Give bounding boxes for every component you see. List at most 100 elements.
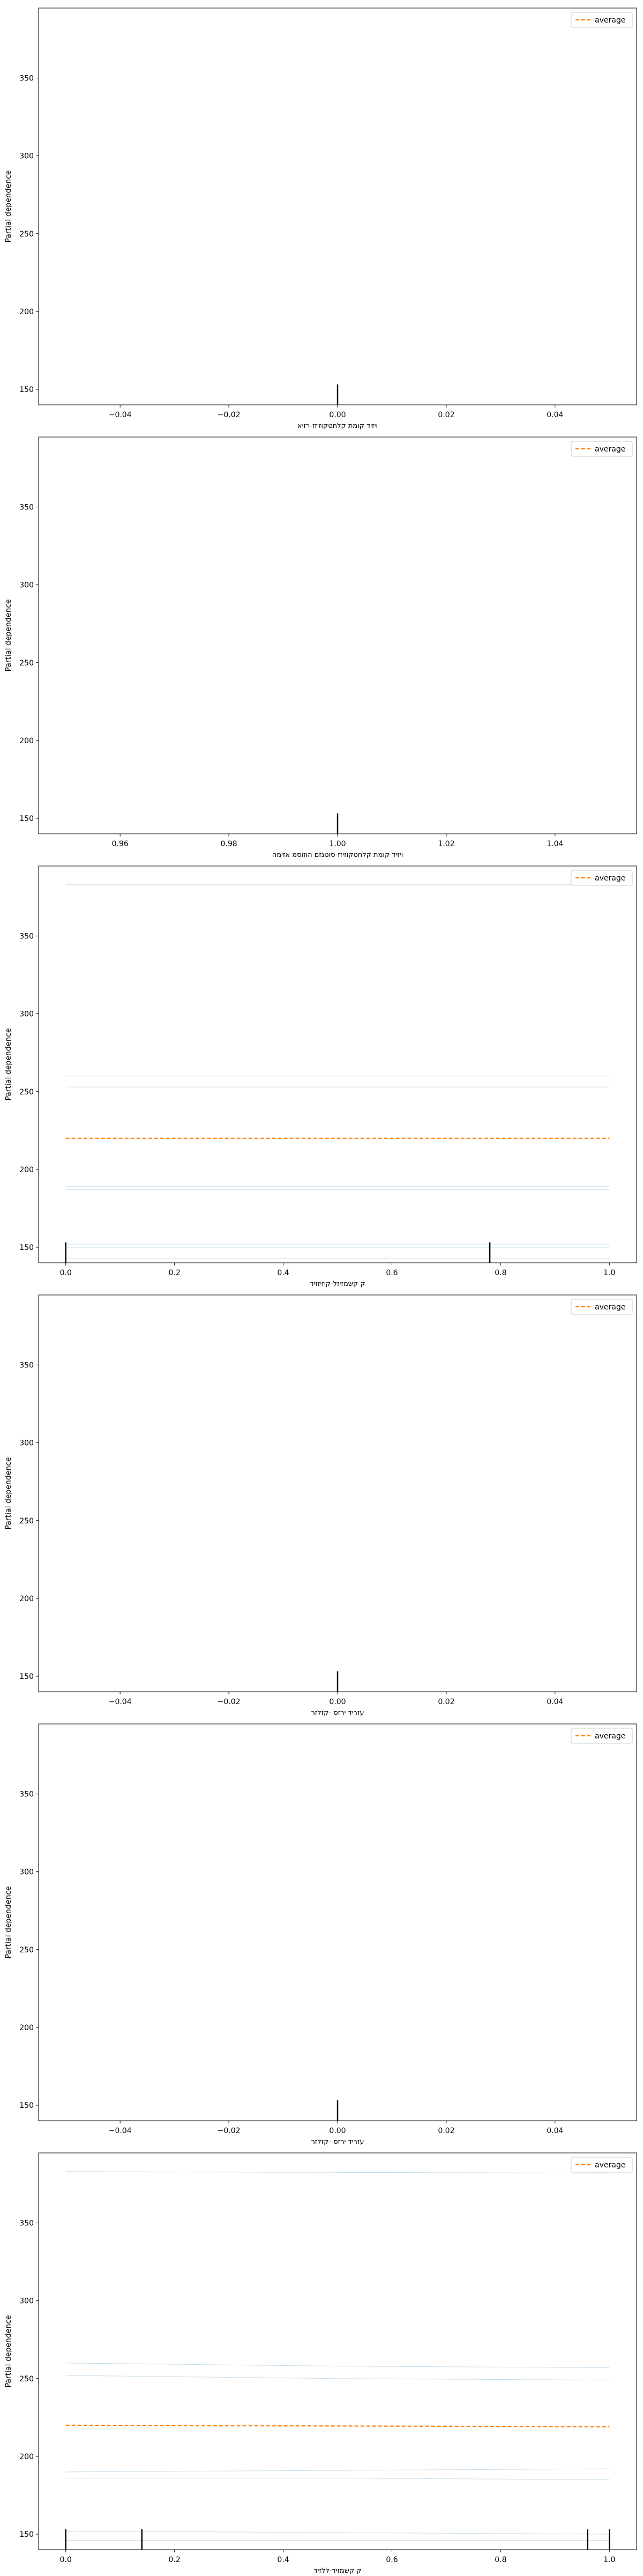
y-tick-label: 150 <box>19 1243 34 1252</box>
y-axis-label: Partial dependence <box>4 599 13 671</box>
y-tick-label: 150 <box>19 1672 34 1681</box>
y-tick-label: 350 <box>19 1361 34 1370</box>
x-tick-label: 0.4 <box>277 1269 289 1277</box>
legend-label: average <box>595 874 625 883</box>
axes-frame <box>38 1294 637 1692</box>
ice-line <box>65 2478 610 2480</box>
x-axis-label: ק קשמזיזל-קיזיזזיד <box>310 1280 365 1288</box>
x-tick-label: 0.00 <box>329 1698 346 1706</box>
x-tick-label: 0.00 <box>329 2127 346 2135</box>
y-tick-label: 200 <box>19 2024 34 2032</box>
x-tick-label: −0.04 <box>109 2127 132 2135</box>
ice-line <box>65 2171 610 2174</box>
x-tick-label: 0.98 <box>221 840 237 848</box>
legend: average <box>571 1728 633 1744</box>
y-tick-label: 200 <box>19 737 34 745</box>
y-tick-label: 300 <box>19 581 34 590</box>
x-tick-label: 0.0 <box>60 1269 72 1277</box>
x-tick-label: −0.02 <box>218 1698 241 1706</box>
legend: average <box>571 441 633 457</box>
legend-label: average <box>595 1732 625 1741</box>
x-tick-label: 0.00 <box>329 411 346 419</box>
x-tick-label: 0.8 <box>495 1269 506 1277</box>
x-tick-label: 0.04 <box>547 1698 563 1706</box>
y-tick-label: 350 <box>19 2219 34 2228</box>
y-tick-label: 300 <box>19 1439 34 1448</box>
x-tick-label: −0.02 <box>218 2127 241 2135</box>
y-tick-label: 300 <box>19 152 34 161</box>
y-tick-label: 350 <box>19 504 34 512</box>
chart-panel-2: 150 200 250 300 350 0.96 0.98 1.00 1.02 1.04 Parti… <box>4 436 637 859</box>
y-tick-label: 200 <box>19 2453 34 2461</box>
x-axis-label: עזריד ירזס -קזלזר <box>311 2138 364 2146</box>
axes-frame <box>38 2152 637 2550</box>
chart-panel-4: 150 200 250 300 350 −0.04 −0.02 0.00 0.02 0.04 Par… <box>4 1294 637 1717</box>
y-tick-label: 150 <box>19 815 34 823</box>
x-tick-label: 1.0 <box>603 1269 615 1277</box>
x-tick-label: 0.02 <box>438 2127 454 2135</box>
legend-label: average <box>595 16 625 25</box>
legend: average <box>571 12 633 28</box>
legend-box <box>571 1299 633 1315</box>
y-tick-label: 200 <box>19 1166 34 1174</box>
ice-line <box>65 2375 610 2381</box>
ice-line <box>65 2530 610 2535</box>
x-tick-label: 0.96 <box>112 840 129 848</box>
x-axis-label: ויזיד קומת קלחטקוזיזז-סוטנזם הוזוסמ אזימ… <box>272 851 403 859</box>
y-tick-label: 350 <box>19 75 34 83</box>
x-tick-label: 1.02 <box>438 840 454 848</box>
x-tick-label: 0.6 <box>386 1269 398 1277</box>
y-tick-label: 150 <box>19 386 34 394</box>
chart-panel-3: 150 200 250 300 350 0.0 0.2 0.4 0.6 0.8 1.0 Partial… <box>4 865 637 1288</box>
legend: average <box>571 2157 633 2173</box>
chart-panel-1: 150 200 250 300 350 −0.04 −0.02 0.00 0.02 0.04 Par… <box>4 8 637 430</box>
legend-box <box>571 441 633 457</box>
y-tick-label: 150 <box>19 2101 34 2110</box>
y-tick-label: 200 <box>19 1595 34 1603</box>
chart-panel-6: 150 200 250 300 350 0.0 0.2 0.4 0.6 0.8 1.0 Partial… <box>4 2152 637 2575</box>
y-tick-label: 250 <box>19 659 34 668</box>
x-tick-label: 0.6 <box>386 2556 398 2564</box>
y-tick-label: 250 <box>19 230 34 239</box>
y-tick-label: 250 <box>19 2375 34 2383</box>
ice-line <box>65 2363 610 2368</box>
y-tick-label: 300 <box>19 2297 34 2306</box>
legend-label: average <box>595 2161 625 2170</box>
x-tick-label: 0.04 <box>547 2127 563 2135</box>
x-tick-label: 1.00 <box>329 840 346 848</box>
x-tick-label: 0.2 <box>169 1269 181 1277</box>
legend-box <box>571 870 633 886</box>
y-axis-label: Partial dependence <box>4 1028 13 1100</box>
x-tick-label: 0.4 <box>277 2556 289 2564</box>
x-axis-label: ויזיד קומת קלחטקוזיזז-רזיא <box>297 422 378 430</box>
x-tick-label: −0.02 <box>218 411 241 419</box>
y-axis-label: Partial dependence <box>4 1886 13 1958</box>
x-tick-label: −0.04 <box>109 1698 132 1706</box>
y-tick-label: 150 <box>19 2530 34 2539</box>
ice-line <box>65 2468 610 2473</box>
y-axis-label: Partial dependence <box>4 1457 13 1529</box>
axes-frame <box>38 865 637 1263</box>
legend: average <box>571 870 633 886</box>
y-tick-label: 350 <box>19 932 34 941</box>
chart-panel-5: 150 200 250 300 350 −0.04 −0.02 0.00 0.02 0.04 Par… <box>4 1723 637 2146</box>
y-tick-label: 350 <box>19 1790 34 1799</box>
x-tick-label: −0.04 <box>109 411 132 419</box>
x-tick-label: 1.0 <box>603 2556 615 2564</box>
x-tick-label: 0.04 <box>547 411 563 419</box>
y-tick-label: 300 <box>19 1868 34 1877</box>
x-tick-label: 0.8 <box>495 2556 506 2564</box>
legend-box <box>571 2157 633 2173</box>
x-tick-label: 1.04 <box>547 840 563 848</box>
axes-frame <box>38 1723 637 2121</box>
legend: average <box>571 1299 633 1315</box>
axes-frame <box>38 8 637 405</box>
x-tick-label: 0.0 <box>60 2556 72 2564</box>
legend-label: average <box>595 1303 625 1312</box>
x-axis-label: עזריד ירזס -קזלזר <box>311 1709 364 1717</box>
y-axis-label: Partial dependence <box>4 170 13 242</box>
axes-frame <box>38 436 637 834</box>
y-tick-label: 200 <box>19 308 34 316</box>
